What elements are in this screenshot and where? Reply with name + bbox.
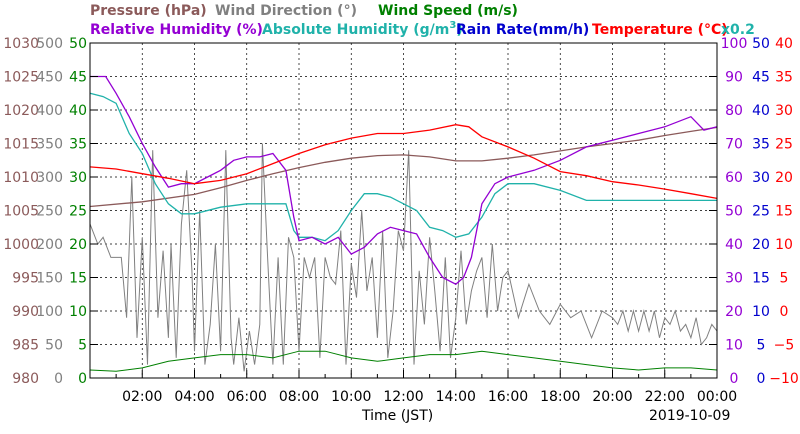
- y-tick-temperature: 40: [775, 36, 793, 52]
- y-tick-pressure: 990: [12, 304, 39, 320]
- y-tick-wind-speed: 45: [69, 70, 87, 86]
- y-tick-wind-speed: 0: [78, 371, 87, 387]
- y-tick-wind-speed: 35: [69, 137, 87, 153]
- y-tick-relative-humidity: 30: [725, 271, 743, 287]
- y-tick-temperature: 5: [780, 271, 789, 287]
- x-tick-label: 10:00: [331, 389, 371, 405]
- x-tick-label: 18:00: [540, 389, 580, 405]
- legend-absolute-humidity: Absolute Humidity (g/m3): [262, 20, 463, 38]
- y-tick-wind-direction: 0: [54, 371, 63, 387]
- y-tick-relative-humidity: 20: [725, 304, 743, 320]
- legend-relative-humidity: Relative Humidity (%): [90, 22, 263, 38]
- y-tick-wind-direction: 400: [36, 103, 63, 119]
- y-tick-wind-speed: 40: [69, 103, 87, 119]
- y-tick-rain-rate: 10: [752, 304, 770, 320]
- y-tick-pressure: 1005: [3, 204, 39, 220]
- y-tick-relative-humidity: 80: [725, 103, 743, 119]
- y-tick-wind-direction: 350: [36, 137, 63, 153]
- y-tick-rain-rate: 50: [752, 36, 770, 52]
- y-tick-wind-direction: 250: [36, 204, 63, 220]
- y-tick-relative-humidity: 0: [730, 371, 739, 387]
- y-tick-relative-humidity: 50: [725, 204, 743, 220]
- y-tick-relative-humidity: 60: [725, 170, 743, 186]
- y-tick-temperature: 20: [775, 170, 793, 186]
- y-tick-rain-rate: 20: [752, 237, 770, 253]
- y-tick-wind-direction: 100: [36, 304, 63, 320]
- y-tick-pressure: 1000: [3, 237, 39, 253]
- legend: Pressure (hPa) Wind Direction (°) Wind S…: [90, 3, 755, 38]
- y-tick-wind-direction: 300: [36, 170, 63, 186]
- x-tick-label: 20:00: [592, 389, 632, 405]
- x-tick-label: 02:00: [122, 389, 162, 405]
- series-absolute-humidity-g-m: [89, 92, 717, 242]
- y-tick-pressure: 1010: [3, 170, 39, 186]
- series-wind-direction: [89, 143, 718, 372]
- y-tick-wind-speed: 10: [69, 304, 87, 320]
- series-wind-speed-m-s: [89, 350, 718, 372]
- x-tick-label: 16:00: [488, 389, 528, 405]
- y-tick-wind-direction: 450: [36, 70, 63, 86]
- x-tick-label: 04:00: [174, 389, 214, 405]
- y-tick-temperature: −10: [769, 371, 799, 387]
- y-tick-pressure: 995: [12, 271, 39, 287]
- y-tick-pressure: 980: [12, 371, 39, 387]
- y-tick-temperature: 10: [775, 237, 793, 253]
- y-tick-pressure: 1025: [3, 70, 39, 86]
- y-tick-wind-speed: 30: [69, 170, 87, 186]
- x-tick-label: 00:00: [697, 389, 737, 405]
- y-tick-rain-rate: 30: [752, 170, 770, 186]
- y-tick-relative-humidity: 70: [725, 137, 743, 153]
- x-tick-label: 08:00: [279, 389, 319, 405]
- abs-humidity-scale-note: x0.2: [721, 22, 755, 38]
- y-tick-relative-humidity: 90: [725, 70, 743, 86]
- y-tick-pressure: 1020: [3, 103, 39, 119]
- y-tick-wind-speed: 50: [69, 36, 87, 52]
- y-tick-wind-speed: 20: [69, 237, 87, 253]
- y-tick-relative-humidity: 40: [725, 237, 743, 253]
- y-tick-temperature: 25: [775, 137, 793, 153]
- y-tick-rain-rate: 40: [752, 103, 770, 119]
- x-tick-label: 22:00: [645, 389, 685, 405]
- y-tick-rain-rate: 35: [752, 137, 770, 153]
- y-tick-wind-direction: 50: [45, 338, 63, 354]
- y-tick-temperature: −5: [774, 338, 795, 354]
- y-tick-rain-rate: 0: [757, 371, 766, 387]
- y-tick-temperature: 15: [775, 204, 793, 220]
- legend-wind-speed: Wind Speed (m/s): [378, 3, 518, 19]
- grid: [90, 43, 717, 378]
- tick-layer: 02:00 04:00 06:00 08:00 10:00 12:00 14:00 16:00…: [3, 36, 798, 405]
- x-axis-label: Time (JST): [361, 408, 433, 424]
- legend-wind-direction: Wind Direction (°): [215, 3, 357, 19]
- y-tick-pressure: 985: [12, 338, 39, 354]
- date-label: 2019-10-09: [649, 408, 730, 424]
- legend-pressure: Pressure (hPa): [90, 3, 207, 19]
- y-tick-temperature: 30: [775, 103, 793, 119]
- y-tick-rain-rate: 45: [752, 70, 770, 86]
- y-tick-relative-humidity: 10: [725, 338, 743, 354]
- y-tick-rain-rate: 5: [757, 338, 766, 354]
- x-tick-label: 12:00: [383, 389, 423, 405]
- y-tick-temperature: 0: [780, 304, 789, 320]
- x-tick-label: 06:00: [227, 389, 267, 405]
- y-tick-wind-direction: 200: [36, 237, 63, 253]
- y-tick-wind-direction: 150: [36, 271, 63, 287]
- y-tick-temperature: 35: [775, 70, 793, 86]
- y-tick-pressure: 1015: [3, 137, 39, 153]
- series-pressure-hpa: [89, 126, 718, 208]
- series-layer: [89, 75, 718, 372]
- y-tick-rain-rate: 25: [752, 204, 770, 220]
- y-tick-wind-speed: 5: [78, 338, 87, 354]
- y-tick-wind-direction: 500: [36, 36, 63, 52]
- legend-rain-rate: Rain Rate(mm/h): [456, 22, 589, 38]
- series-temperature-c: [89, 124, 718, 200]
- x-tick-label: 14:00: [436, 389, 476, 405]
- y-tick-rain-rate: 15: [752, 271, 770, 287]
- y-tick-wind-speed: 15: [69, 271, 87, 287]
- series-relative-humidity: [90, 75, 718, 285]
- y-tick-relative-humidity: 100: [721, 36, 748, 52]
- y-tick-wind-speed: 25: [69, 204, 87, 220]
- y-tick-pressure: 1030: [3, 36, 39, 52]
- legend-temperature: Temperature (°C): [592, 22, 728, 38]
